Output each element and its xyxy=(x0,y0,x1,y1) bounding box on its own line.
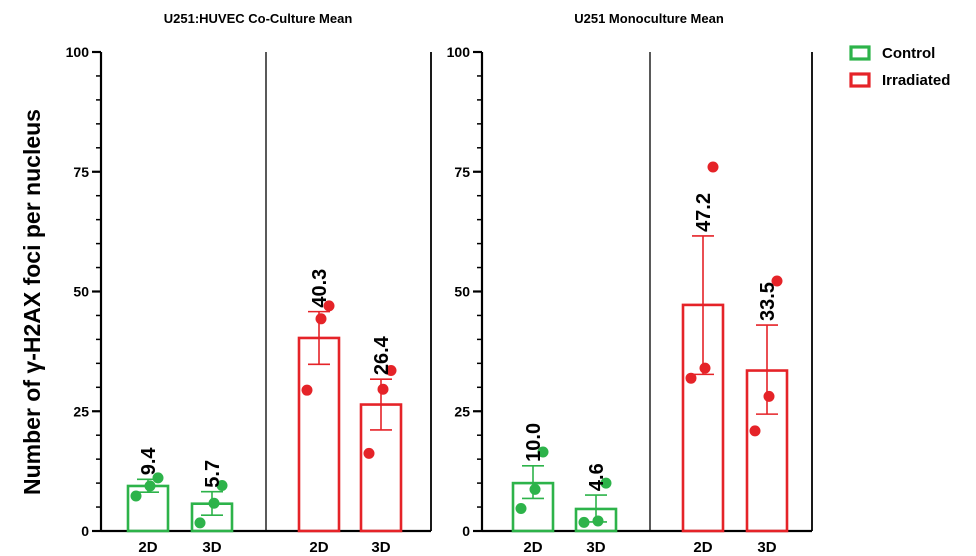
data-point xyxy=(749,425,761,437)
y-tick-label: 25 xyxy=(454,403,470,419)
data-point xyxy=(529,483,541,495)
x-tick-label: 2D xyxy=(693,539,712,556)
bar-group: 9.4 2D xyxy=(126,447,170,556)
data-point xyxy=(515,502,527,514)
legend: Control Irradiated xyxy=(849,45,950,89)
data-point xyxy=(301,384,313,396)
data-point xyxy=(363,447,375,459)
legend-label: Control xyxy=(882,45,935,62)
data-point xyxy=(600,477,612,489)
data-label: 4.6 xyxy=(586,463,608,491)
data-label: 5.7 xyxy=(202,460,224,488)
y-tick-label: 50 xyxy=(73,284,89,300)
data-label: 10.0 xyxy=(523,423,545,462)
data-point xyxy=(315,313,327,325)
x-tick-label: 3D xyxy=(757,539,776,556)
y-tick-label: 100 xyxy=(66,44,90,60)
x-tick-label: 3D xyxy=(371,539,390,556)
bar-group: 4.6 3D xyxy=(574,463,618,556)
bar-group: 33.5 3D xyxy=(745,275,789,556)
bar-group: 26.4 3D xyxy=(359,335,403,556)
x-tick-label: 2D xyxy=(309,539,328,556)
data-point xyxy=(144,480,156,492)
data-point xyxy=(771,275,783,287)
y-tick-label: 25 xyxy=(73,403,89,419)
legend-swatch xyxy=(849,45,871,61)
panel-2: U251 Monoculture Mean 0 25 50 75 100 10.0 2D 4.6… xyxy=(447,11,813,556)
x-tick-label: 2D xyxy=(523,539,542,556)
data-label: 9.4 xyxy=(138,447,160,476)
y-axis-label: Number of γ-H2AX foci per nucleus xyxy=(19,109,45,495)
x-tick-label: 3D xyxy=(586,539,605,556)
panel-title: U251 Monoculture Mean xyxy=(574,11,724,26)
data-point xyxy=(763,390,775,402)
x-tick-label: 3D xyxy=(202,539,221,556)
legend-swatch xyxy=(849,72,871,88)
data-point xyxy=(699,362,711,374)
data-point xyxy=(537,446,549,458)
bar-group: 10.0 2D xyxy=(511,423,555,556)
legend-label: Irradiated xyxy=(882,72,950,89)
y-tick-label: 75 xyxy=(454,164,470,180)
y-tick-label: 50 xyxy=(454,284,470,300)
data-point xyxy=(216,479,228,491)
data-point xyxy=(323,300,335,312)
data-label: 40.3 xyxy=(309,269,331,308)
legend-item: Control xyxy=(849,45,935,62)
data-point xyxy=(208,497,220,509)
data-point xyxy=(377,383,389,395)
data-label: 26.4 xyxy=(371,335,393,375)
data-point xyxy=(385,365,397,377)
legend-item: Irradiated xyxy=(849,72,950,89)
bar-group: 5.7 3D xyxy=(190,460,234,556)
x-tick-label: 2D xyxy=(138,539,157,556)
data-point xyxy=(685,372,697,384)
data-point xyxy=(707,161,719,173)
data-label: 47.2 xyxy=(693,193,715,232)
y-tick-label: 0 xyxy=(81,523,89,539)
y-tick-label: 75 xyxy=(73,164,89,180)
panel-1: U251:HUVEC Co-Culture Mean 0 25 50 75 100 9.4 2… xyxy=(66,11,432,556)
y-tick-label: 100 xyxy=(447,44,471,60)
y-tick-label: 0 xyxy=(462,523,470,539)
bar-group: 40.3 2D xyxy=(297,269,341,556)
data-label: 33.5 xyxy=(757,282,779,321)
data-point xyxy=(578,516,590,528)
data-point xyxy=(194,517,206,529)
data-point xyxy=(592,515,604,527)
data-point xyxy=(152,472,164,484)
panel-title: U251:HUVEC Co-Culture Mean xyxy=(164,11,353,26)
data-point xyxy=(130,490,142,502)
bar xyxy=(297,336,341,533)
bar-group: 47.2 2D xyxy=(681,161,725,556)
